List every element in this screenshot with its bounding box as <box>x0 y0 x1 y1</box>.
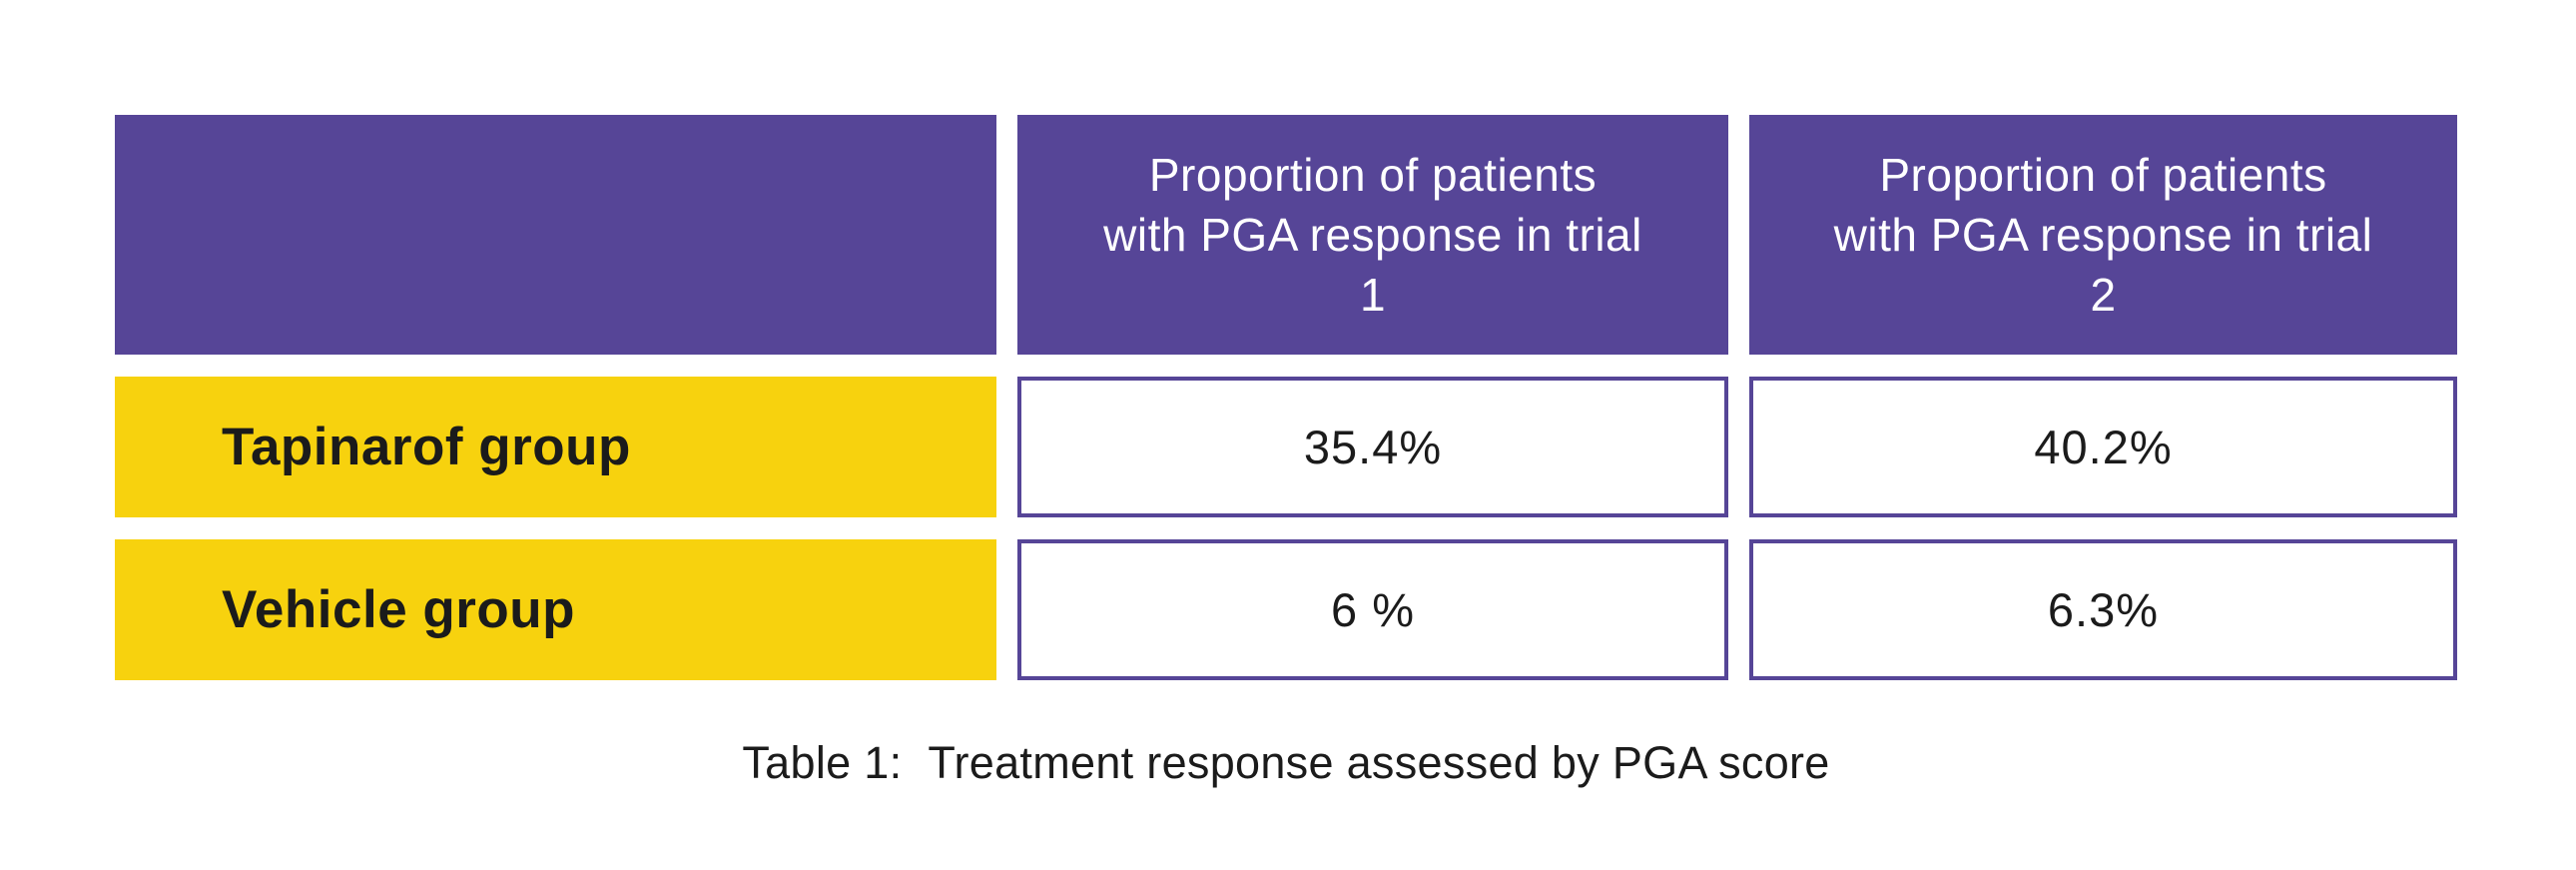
header-trial1-cell: Proportion of patients with PGA response… <box>1017 115 1728 355</box>
cell-vehicle-trial2: 6.3% <box>1749 539 2457 680</box>
cell-vehicle-trial1: 6 % <box>1017 539 1728 680</box>
row-header-tapinarof-label: Tapinarof group <box>222 418 631 476</box>
table-caption: Table 1: Treatment response assessed by P… <box>115 735 2457 791</box>
cell-tapinarof-trial2: 40.2% <box>1749 377 2457 517</box>
caption-label: Table 1: <box>742 737 903 788</box>
header-trial1-label: Proportion of patients with PGA response… <box>1103 149 1642 321</box>
cell-tapinarof-trial1-value: 35.4% <box>1303 421 1443 473</box>
row-header-tapinarof: Tapinarof group <box>115 377 996 517</box>
header-trial2-cell: Proportion of patients with PGA response… <box>1749 115 2457 355</box>
pga-response-table: Proportion of patients with PGA response… <box>115 115 2457 680</box>
cell-vehicle-trial2-value: 6.3% <box>2047 583 2160 636</box>
cell-vehicle-trial1-value: 6 % <box>1331 583 1415 636</box>
row-header-vehicle-label: Vehicle group <box>222 580 576 639</box>
caption-text: Treatment response assessed by PGA score <box>928 737 1830 788</box>
row-header-vehicle: Vehicle group <box>115 539 996 680</box>
cell-tapinarof-trial1: 35.4% <box>1017 377 1728 517</box>
header-corner-cell <box>115 115 996 355</box>
header-trial2-label: Proportion of patients with PGA response… <box>1833 149 2373 321</box>
cell-tapinarof-trial2-value: 40.2% <box>2034 421 2173 473</box>
